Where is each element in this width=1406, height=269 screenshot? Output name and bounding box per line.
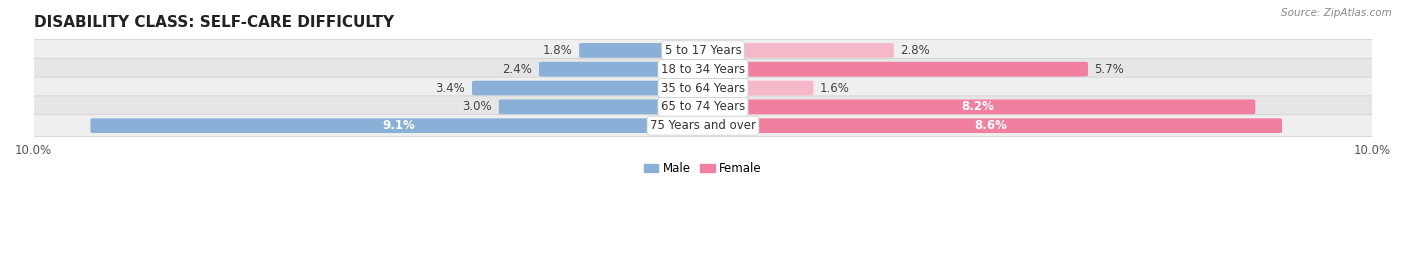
FancyBboxPatch shape — [21, 58, 1385, 80]
Text: 1.8%: 1.8% — [543, 44, 572, 57]
Text: 8.2%: 8.2% — [962, 100, 994, 113]
Text: Source: ZipAtlas.com: Source: ZipAtlas.com — [1281, 8, 1392, 18]
FancyBboxPatch shape — [700, 81, 814, 95]
FancyBboxPatch shape — [21, 40, 1385, 61]
FancyBboxPatch shape — [579, 43, 706, 58]
Text: 18 to 34 Years: 18 to 34 Years — [661, 63, 745, 76]
Text: 65 to 74 Years: 65 to 74 Years — [661, 100, 745, 113]
FancyBboxPatch shape — [499, 100, 706, 114]
FancyBboxPatch shape — [21, 77, 1385, 99]
FancyBboxPatch shape — [21, 96, 1385, 118]
FancyBboxPatch shape — [700, 100, 1256, 114]
FancyBboxPatch shape — [700, 118, 1282, 133]
Text: 3.0%: 3.0% — [463, 100, 492, 113]
Text: 75 Years and over: 75 Years and over — [650, 119, 756, 132]
FancyBboxPatch shape — [472, 81, 706, 95]
Text: 2.8%: 2.8% — [900, 44, 931, 57]
FancyBboxPatch shape — [700, 43, 894, 58]
FancyBboxPatch shape — [700, 62, 1088, 76]
FancyBboxPatch shape — [538, 62, 706, 76]
Text: 1.6%: 1.6% — [820, 82, 851, 94]
Text: 5.7%: 5.7% — [1095, 63, 1125, 76]
Text: 8.6%: 8.6% — [974, 119, 1007, 132]
FancyBboxPatch shape — [21, 115, 1385, 137]
Text: DISABILITY CLASS: SELF-CARE DIFFICULTY: DISABILITY CLASS: SELF-CARE DIFFICULTY — [34, 15, 394, 30]
Text: 2.4%: 2.4% — [502, 63, 533, 76]
Legend: Male, Female: Male, Female — [640, 157, 766, 180]
Text: 3.4%: 3.4% — [436, 82, 465, 94]
FancyBboxPatch shape — [90, 118, 706, 133]
Text: 9.1%: 9.1% — [382, 119, 415, 132]
Text: 5 to 17 Years: 5 to 17 Years — [665, 44, 741, 57]
Text: 35 to 64 Years: 35 to 64 Years — [661, 82, 745, 94]
